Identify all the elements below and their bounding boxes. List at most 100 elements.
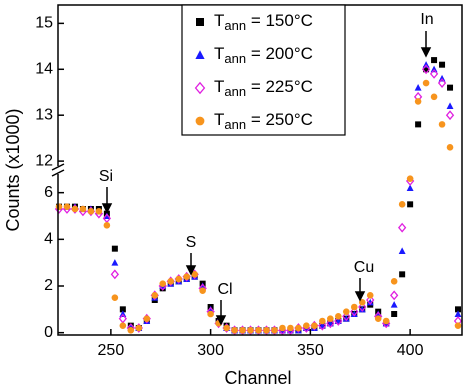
point — [447, 84, 454, 91]
legend-label: Tann = 200°C — [214, 44, 313, 66]
point — [415, 121, 422, 128]
legend-subscript: ann — [224, 84, 246, 99]
peak-label: Cl — [217, 281, 232, 298]
point — [350, 310, 358, 317]
point — [454, 322, 462, 329]
point — [271, 327, 278, 334]
point — [366, 298, 374, 306]
y-tick-label: 15 — [35, 15, 53, 32]
point — [175, 275, 183, 283]
point — [223, 324, 230, 332]
point — [358, 302, 367, 312]
y-tick-label: 13 — [35, 106, 53, 123]
legend-label: Tann = 225°C — [214, 77, 313, 99]
x-tick-label: 400 — [397, 342, 424, 359]
legend-subscript: ann — [224, 18, 246, 33]
legend-marker — [196, 18, 204, 26]
point — [358, 305, 366, 313]
point — [326, 318, 335, 329]
peak-label: Si — [99, 168, 113, 185]
peak-label: S — [186, 234, 197, 251]
x-axis-label: Channel — [224, 368, 291, 388]
y-axis-label: Counts (x1000) — [3, 108, 23, 231]
point — [350, 306, 359, 317]
point — [342, 311, 351, 322]
point — [414, 84, 422, 91]
plot-marks — [54, 57, 463, 336]
point — [350, 303, 358, 311]
point — [55, 203, 63, 210]
point — [374, 315, 382, 322]
peak-label: Cu — [354, 259, 374, 276]
legend-marker — [194, 81, 206, 95]
y-tick-label: 6 — [44, 184, 53, 201]
legend-text: = 225°C — [246, 77, 313, 96]
legend-box — [181, 4, 346, 136]
point — [63, 203, 71, 210]
point — [391, 311, 398, 317]
point — [397, 222, 407, 233]
point — [398, 201, 406, 208]
legend-text: = 250°C — [246, 110, 313, 129]
y-tick-label: 2 — [44, 277, 53, 294]
legend-marker — [195, 50, 205, 59]
point — [407, 201, 414, 208]
point — [119, 322, 127, 329]
point — [327, 315, 334, 322]
point — [151, 292, 159, 299]
point — [454, 310, 462, 317]
point — [399, 271, 406, 278]
point — [318, 320, 327, 331]
point — [231, 327, 238, 334]
point — [311, 322, 318, 329]
point — [295, 324, 302, 332]
point — [127, 327, 135, 334]
point — [71, 205, 79, 213]
point — [159, 280, 167, 287]
point — [382, 317, 390, 325]
point — [437, 78, 447, 88]
point — [398, 247, 406, 254]
legend-subscript: ann — [224, 51, 246, 66]
point — [422, 79, 430, 87]
point — [342, 315, 350, 322]
point — [79, 205, 87, 213]
point — [390, 278, 398, 285]
point — [143, 315, 151, 322]
point — [111, 259, 119, 266]
y-tick-label: 0 — [44, 324, 53, 341]
point — [342, 308, 350, 315]
point — [455, 306, 462, 313]
point — [183, 273, 190, 280]
point — [303, 322, 310, 329]
point — [119, 310, 127, 317]
point — [406, 184, 414, 191]
point — [263, 327, 270, 334]
point — [366, 295, 375, 305]
point — [431, 57, 438, 64]
legend-text: T — [214, 11, 224, 30]
point — [358, 299, 366, 306]
legend-text: T — [214, 44, 224, 63]
legend-marker — [195, 116, 205, 126]
point — [414, 98, 422, 105]
legend-text: = 150°C — [246, 11, 313, 30]
legend-label: Tann = 150°C — [214, 11, 313, 33]
point — [446, 102, 454, 110]
legend-subscript: ann — [224, 117, 246, 132]
point — [110, 269, 120, 280]
point — [390, 301, 398, 308]
x-tick-label: 350 — [297, 342, 324, 359]
point — [406, 175, 414, 182]
point — [439, 61, 446, 68]
y-tick-label: 14 — [35, 61, 53, 78]
point — [279, 324, 286, 332]
legend-label: Tann = 250°C — [214, 110, 313, 132]
point — [111, 245, 118, 252]
peak-label: In — [420, 11, 433, 28]
point — [111, 294, 119, 301]
legend-text: T — [214, 77, 224, 96]
point — [247, 327, 254, 334]
arrows — [101, 31, 432, 326]
